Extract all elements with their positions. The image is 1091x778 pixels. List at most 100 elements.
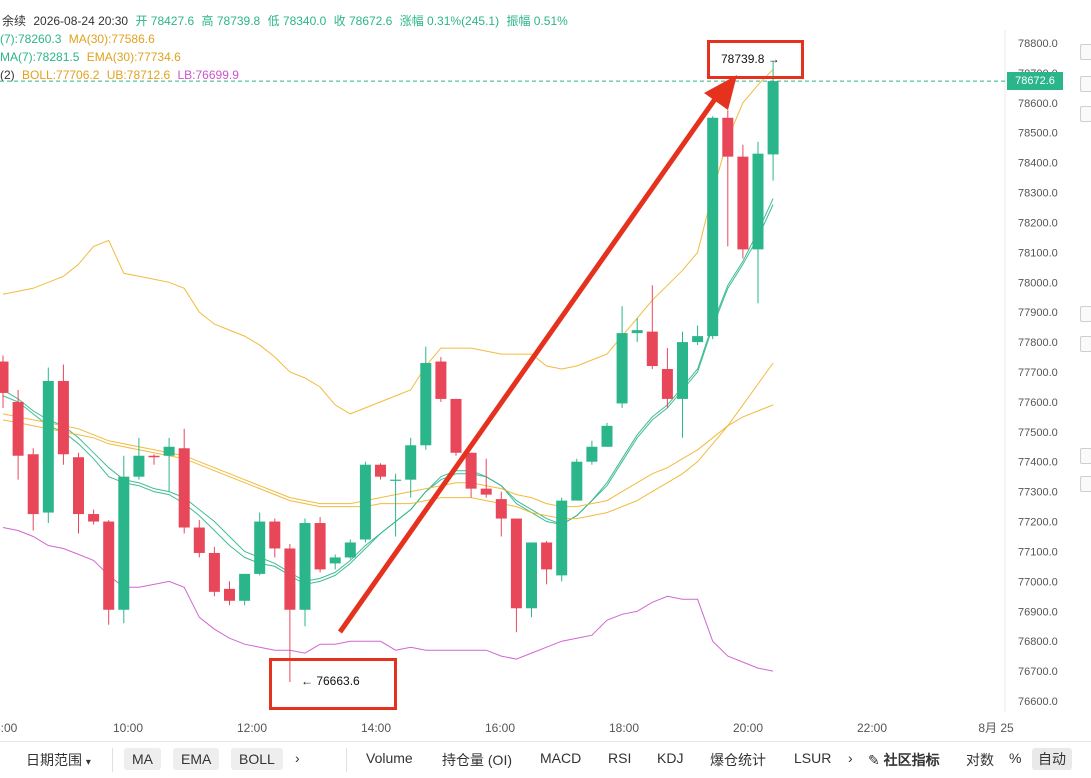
ema-button[interactable]: EMA: [173, 748, 220, 770]
y-tick-label: 78500.0: [1018, 128, 1058, 140]
y-tick-label: 78400.0: [1018, 158, 1058, 170]
rail-button[interactable]: [1080, 336, 1091, 352]
candle-body: [571, 461, 583, 501]
candle-body: [103, 521, 115, 610]
candle-body: [344, 542, 356, 558]
candle-body: [224, 588, 235, 601]
candle-body: [390, 479, 402, 481]
rail-button[interactable]: [1080, 306, 1091, 322]
y-tick-label: 78000.0: [1018, 277, 1058, 289]
rail-button[interactable]: [1080, 448, 1091, 464]
community-label: 社区指标: [883, 752, 940, 768]
candle-body: [42, 380, 54, 513]
trend-arrow-head: [704, 75, 737, 110]
date-range-button[interactable]: 日期范围 ▾: [26, 750, 91, 770]
candle-body: [556, 500, 568, 576]
candle-body: [73, 457, 84, 515]
y-tick-label: 78300.0: [1018, 188, 1058, 200]
candle-body: [722, 117, 734, 157]
candle-body: [299, 523, 311, 610]
candle-body: [27, 454, 39, 515]
candle-body: [208, 552, 220, 592]
toolbar-divider: [112, 748, 113, 772]
percent-scale-button[interactable]: %: [1009, 750, 1022, 766]
indicator-line: [2, 404, 774, 508]
indicator-lsur[interactable]: LSUR: [794, 750, 832, 766]
y-tick-label: 76900.0: [1018, 606, 1058, 618]
candle-body: [239, 573, 251, 601]
rail-button[interactable]: [1080, 106, 1091, 122]
indicator-liquidation[interactable]: 爆仓统计: [710, 752, 766, 768]
candle-body: [269, 521, 281, 549]
boll-ub: UB:78712.6: [106, 68, 171, 82]
x-tick-label: 16:00: [485, 721, 515, 735]
toolbar-divider: [346, 748, 347, 772]
info-amplitude: 振幅 0.51%: [506, 14, 568, 28]
candle-body: [601, 425, 613, 447]
candle-body: [661, 369, 673, 399]
y-tick-label: 78600.0: [1018, 98, 1058, 110]
rail-button[interactable]: [1080, 76, 1091, 92]
candle-body: [450, 398, 462, 453]
indicator-rsi[interactable]: RSI: [608, 750, 632, 766]
candle-body: [737, 156, 749, 250]
candle-body: [12, 401, 24, 456]
candle-body: [118, 476, 130, 610]
candle-body: [420, 363, 432, 446]
boll-button[interactable]: BOLL: [231, 748, 283, 770]
y-tick-label: 77500.0: [1018, 427, 1058, 439]
chevron-down-icon: ▾: [85, 757, 91, 768]
low-annotation-box: [269, 658, 397, 710]
x-tick-label: 20:00: [733, 721, 763, 735]
rail-button[interactable]: [1080, 44, 1091, 60]
candle-body: [0, 361, 9, 393]
x-tick-label: 22:00: [857, 721, 887, 735]
candle-body: [510, 518, 522, 609]
info-open: 开 78427.6: [135, 14, 195, 28]
community-indicators-button[interactable]: ✎ 社区指标: [868, 750, 940, 770]
info-time: 2026-08-24 20:30: [33, 14, 129, 28]
y-tick-label: 77000.0: [1018, 576, 1058, 588]
y-tick-label: 77900.0: [1018, 307, 1058, 319]
indicator-macd[interactable]: MACD: [540, 750, 582, 766]
rail-button[interactable]: [1080, 476, 1091, 492]
candle-body: [359, 464, 371, 540]
ma-button[interactable]: MA: [124, 748, 161, 770]
ma7-value: (7):78260.3: [0, 32, 62, 46]
info-high: 高 78739.8: [201, 14, 261, 28]
candle-body: [526, 542, 537, 609]
indicator-oi[interactable]: 持仓量 (OI): [442, 752, 512, 768]
candle-body: [193, 527, 205, 553]
candle-body: [465, 452, 477, 489]
candle-body: [163, 446, 175, 456]
y-tick-label: 77100.0: [1018, 546, 1058, 558]
info-prefix: 余续: [2, 14, 27, 28]
low-annotation-label: ← 76663.6: [301, 674, 360, 688]
info-low: 低 78340.0: [267, 14, 327, 28]
y-tick-label: 77200.0: [1018, 517, 1058, 529]
ma30-value: MA(30):77586.6: [68, 32, 155, 46]
candle-body: [329, 557, 341, 564]
bottom-toolbar: 日期范围 ▾ MA EMA BOLL › Volume 持仓量 (OI) MAC…: [0, 741, 1091, 778]
current-price-label: 78672.6: [1007, 72, 1063, 90]
candle-body: [767, 81, 779, 155]
y-tick-label: 77300.0: [1018, 487, 1058, 499]
indicator-line: [2, 527, 774, 672]
y-tick-label: 76600.0: [1018, 696, 1058, 708]
candle-body: [375, 464, 386, 477]
x-tick-label: 10:00: [113, 721, 143, 735]
more-indicators-icon[interactable]: ›: [848, 750, 853, 766]
candle-body: [752, 153, 764, 250]
indicator-volume[interactable]: Volume: [366, 750, 413, 766]
log-scale-button[interactable]: 对数: [966, 752, 994, 768]
chevron-right-icon[interactable]: ›: [295, 750, 300, 766]
y-tick-label: 76800.0: [1018, 636, 1058, 648]
candle-body: [646, 331, 658, 367]
candlestick-chart[interactable]: 78800.078700.078600.078500.078400.078300…: [0, 0, 1091, 741]
candle-body: [586, 446, 598, 462]
info-line-1: 余续 2026-08-24 20:30 开 78427.6 高 78739.8 …: [2, 12, 572, 30]
indicator-kdj[interactable]: KDJ: [657, 750, 684, 766]
auto-scale-button[interactable]: 自动: [1032, 748, 1072, 770]
info-line-3: MA(7):78281.5 EMA(30):77734.6: [0, 48, 185, 66]
indicator-line: [2, 198, 774, 582]
